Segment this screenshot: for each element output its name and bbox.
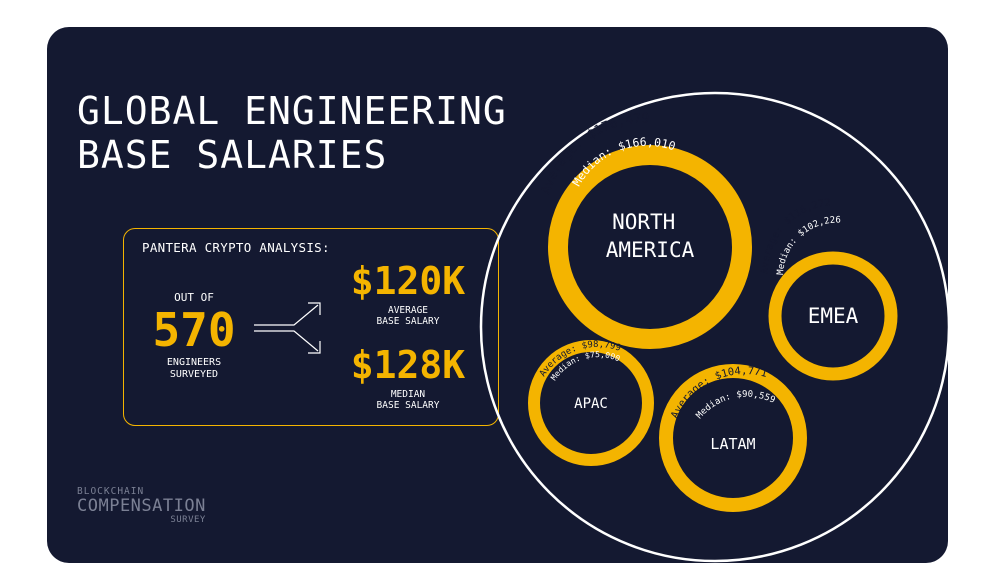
out-of-label: OUT OF: [174, 291, 214, 304]
engineer-count: 570: [152, 303, 236, 357]
north-america-label-line-2: AMERICA: [606, 238, 695, 262]
north-america-ring: [548, 145, 752, 349]
emea-ring: [768, 251, 898, 381]
region-latam: Average: $104,771 Median: $90,559 LATAM: [659, 364, 807, 512]
split-arrow-icon: [254, 302, 321, 354]
emea-label: EMEA: [808, 304, 859, 328]
engineer-count-label: ENGINEERS SURVEYED: [166, 357, 222, 380]
page-title: GLOBAL ENGINEERING BASE SALARIES: [77, 89, 507, 177]
regions-outline-circle: [479, 91, 948, 563]
region-apac: Average: $98,799 Median: $75,000 APAC: [528, 340, 654, 466]
summary-panel: PANTERA CRYPTO ANALYSIS: OUT OF 570 ENGI…: [123, 228, 499, 426]
average-salary-value: $120K: [350, 259, 466, 303]
region-emea: Average: $116,272 Median: $102,226 EMEA: [760, 198, 898, 381]
latam-ring: [659, 364, 807, 512]
survey-logo: BLOCKCHAIN COMPENSATION SURVEY: [77, 486, 206, 525]
median-salary-value: $128K: [350, 343, 466, 387]
logo-line-2: COMPENSATION: [77, 496, 206, 516]
latam-label: LATAM: [710, 435, 755, 453]
infographic-card: GLOBAL ENGINEERING BASE SALARIES PANTERA…: [47, 27, 948, 563]
apac-ring: [528, 340, 654, 466]
north-america-label-line-1: NORTH: [612, 210, 675, 234]
median-salary-label: MEDIAN BASE SALARY: [376, 389, 440, 411]
latam-average: Average: $104,771: [669, 365, 769, 420]
summary-heading: PANTERA CRYPTO ANALYSIS:: [142, 240, 330, 255]
logo-line-3: SURVEY: [170, 515, 206, 525]
region-north-america: Average: $176,479 Median: $166,010 NORTH…: [539, 111, 752, 349]
north-america-label: NORTH AMERICA: [606, 210, 695, 262]
logo-line-1: BLOCKCHAIN: [77, 486, 145, 497]
latam-median: Median: $90,559: [695, 390, 777, 421]
average-salary-label: AVERAGE BASE SALARY: [376, 305, 440, 327]
region-bubbles: Average: $176,479 Median: $166,010 NORTH…: [479, 91, 948, 563]
apac-label: APAC: [574, 396, 608, 412]
